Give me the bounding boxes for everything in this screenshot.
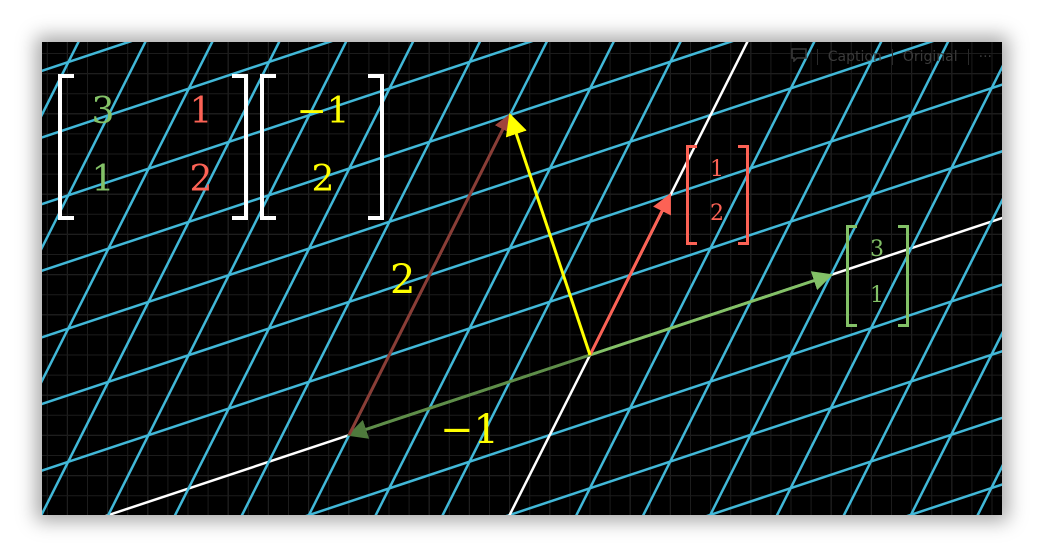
matrix-cell-a: 3 xyxy=(91,91,115,132)
transformation-matrix: 3 1 1 2 xyxy=(52,74,252,220)
i-hat-x: 3 xyxy=(870,237,884,262)
i-hat-arrow xyxy=(589,271,833,357)
left-bracket xyxy=(846,225,857,327)
i-hat-y: 1 xyxy=(870,283,884,308)
left-bracket xyxy=(260,74,276,220)
transformed-grid-line xyxy=(775,64,1002,515)
caption-button[interactable]: Caption xyxy=(816,49,892,65)
input-vector: −1 2 xyxy=(258,74,388,220)
scalar-neg-one-label: −1 xyxy=(440,407,499,453)
left-bracket xyxy=(686,145,697,245)
transformed-grid-line xyxy=(42,514,1002,515)
matrix-cell-d: 2 xyxy=(189,159,213,200)
right-bracket xyxy=(898,225,909,327)
matrix-cell-b: 1 xyxy=(189,91,213,132)
right-bracket xyxy=(738,145,749,245)
j-hat-y: 2 xyxy=(710,201,724,226)
vector-y: 2 xyxy=(311,159,335,200)
right-bracket xyxy=(232,74,248,220)
transformed-grid-line xyxy=(173,42,415,515)
i-hat-label: 3 1 xyxy=(846,225,910,327)
vectors xyxy=(347,113,833,439)
two-j-hat-arrow xyxy=(347,113,512,436)
j-hat-arrow xyxy=(588,193,672,356)
transformed-grid-line xyxy=(842,197,1002,515)
right-bracket xyxy=(368,74,384,220)
left-bracket xyxy=(58,74,74,220)
transformed-grid-line xyxy=(42,434,1002,515)
result-vector-arrow xyxy=(505,113,592,356)
j-hat-x: 1 xyxy=(710,157,724,182)
linear-transformation-scene xyxy=(42,42,1002,515)
matrix-cell-c: 1 xyxy=(91,159,115,200)
j-hat-label: 1 2 xyxy=(686,145,750,245)
video-frame: Caption Original ··· 3 1 1 2 −1 2 1 2 3 … xyxy=(42,42,1002,515)
video-toolbar: Caption Original ··· xyxy=(781,46,1002,68)
more-options-button[interactable]: ··· xyxy=(967,49,1002,65)
neg-i-hat-arrow xyxy=(347,353,591,439)
transformed-grid-line xyxy=(508,42,1002,515)
comment-icon[interactable] xyxy=(781,48,817,66)
transformed-grid-line xyxy=(240,42,482,515)
scalar-two-label: 2 xyxy=(390,257,416,303)
original-button[interactable]: Original xyxy=(891,49,968,65)
vector-x: −1 xyxy=(296,91,350,132)
